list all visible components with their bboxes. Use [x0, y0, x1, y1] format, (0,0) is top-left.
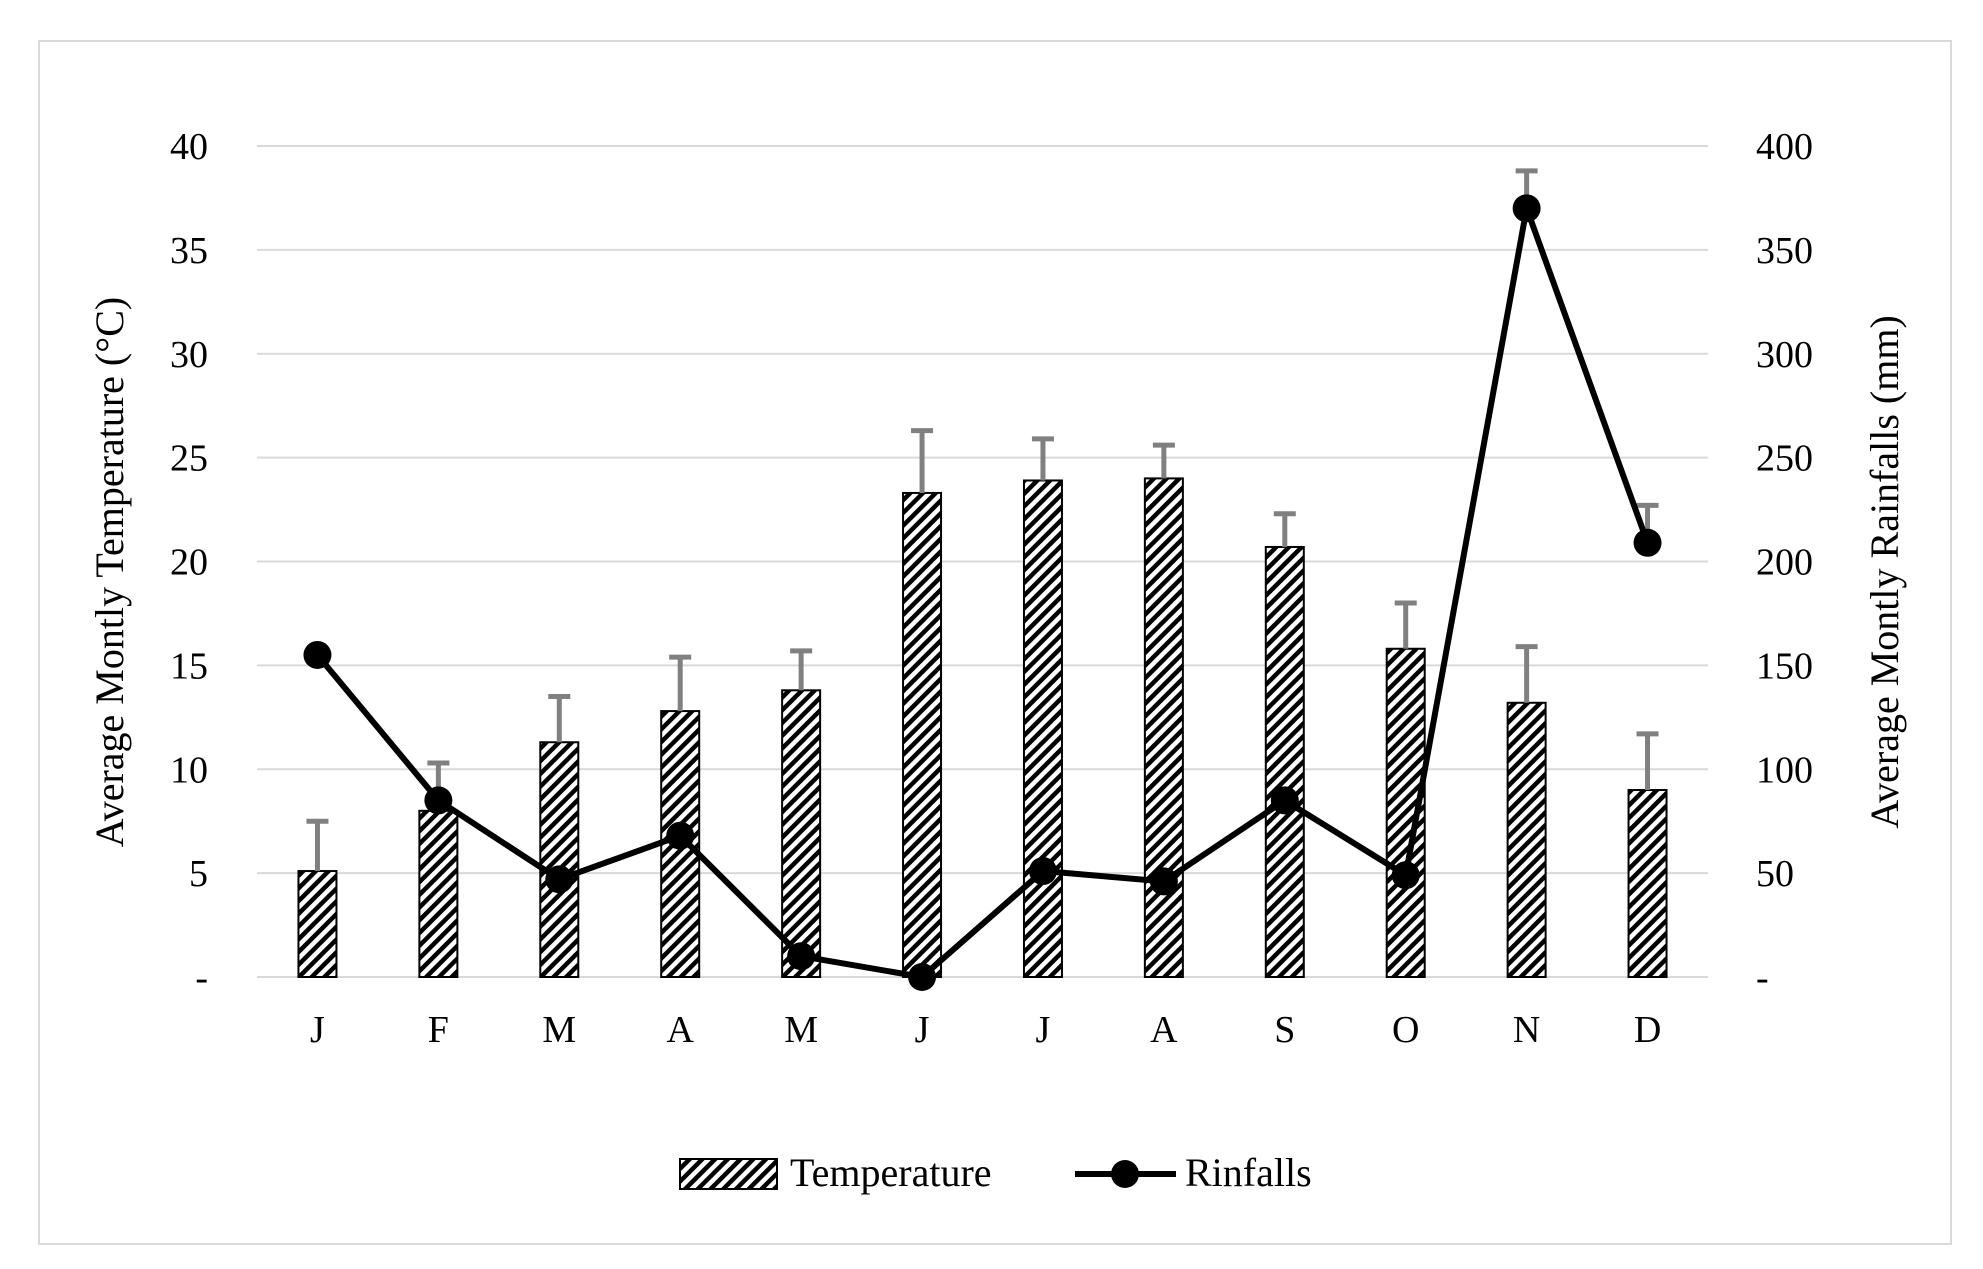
temperature-error-bars [306, 428, 1659, 872]
y-tick-label: 25 [170, 438, 208, 480]
rainfall-point [787, 942, 816, 971]
rainfall-point [1633, 528, 1662, 557]
y-tick-label: 5 [189, 853, 208, 895]
temperature-bar [902, 491, 943, 978]
legend: Temperature Rinfalls [679, 1150, 1312, 1195]
left-axis-ticks: - 5 10 15 20 25 30 35 40 [170, 126, 208, 999]
x-tick-label: A [666, 1009, 694, 1051]
temperature-bar [1506, 701, 1547, 979]
temperature-bar [781, 689, 822, 978]
y2-tick-label: 100 [1756, 749, 1813, 791]
temperature-bar [1264, 545, 1305, 979]
x-tick-label: J [310, 1009, 325, 1051]
y2-tick-label: 50 [1756, 853, 1794, 895]
rainfall-point [424, 786, 453, 815]
temperature-bar [539, 741, 580, 978]
rainfall-line [303, 194, 1662, 991]
rainfall-point [908, 963, 937, 991]
rainfall-point [303, 640, 332, 669]
y2-tick-label: 350 [1756, 230, 1813, 272]
x-tick-label: M [542, 1009, 576, 1051]
rainfall-point [1028, 857, 1057, 886]
y-tick-label: - [195, 957, 208, 999]
rainfall-series-line [315, 205, 1651, 980]
temperature-bar [1627, 789, 1668, 979]
y-tick-label: 15 [170, 645, 208, 687]
x-tick-label: N [1513, 1009, 1540, 1051]
y-tick-label: 35 [170, 230, 208, 272]
rainfall-point [1149, 867, 1178, 896]
legend-rainfall-marker [1111, 1160, 1139, 1188]
y2-tick-label: 400 [1756, 126, 1813, 168]
y-tick-label: 20 [170, 542, 208, 584]
rainfall-error-bars [1515, 168, 1659, 543]
rainfall-point [1270, 786, 1299, 815]
x-tick-label: S [1274, 1009, 1295, 1051]
x-tick-label: D [1634, 1009, 1661, 1051]
temperature-bar [1143, 477, 1184, 978]
y2-tick-label: 300 [1756, 334, 1813, 376]
gridlines [257, 145, 1708, 978]
x-tick-label: J [915, 1009, 930, 1051]
right-axis-ticks: - 50 100 150 200 250 300 350 400 [1756, 126, 1813, 999]
y-tick-label: 40 [170, 126, 208, 168]
chart-frame [38, 40, 1952, 1245]
y2-tick-label: 150 [1756, 645, 1813, 687]
x-tick-label: A [1150, 1009, 1178, 1051]
rainfall-point [545, 865, 574, 894]
y2-axis-title: Average Montly Rainfalls (mm) [1862, 315, 1907, 829]
y2-tick-label: 200 [1756, 542, 1813, 584]
legend-rainfall-label: Rinfalls [1185, 1150, 1312, 1195]
temperature-bar [418, 809, 459, 978]
y-axis-title: Average Montly Temperature (°C) [87, 297, 132, 847]
rainfall-point [666, 821, 695, 850]
legend-temperature-swatch [679, 1158, 778, 1190]
legend-temperature-label: Temperature [790, 1150, 992, 1195]
x-tick-label: M [784, 1009, 818, 1051]
temperature-bar [297, 870, 338, 978]
x-tick-label: J [1036, 1009, 1051, 1051]
rainfall-point [1512, 194, 1541, 223]
y-tick-label: 10 [170, 749, 208, 791]
y2-tick-label: 250 [1756, 438, 1813, 480]
temperature-bar [1022, 479, 1063, 978]
rainfall-point [1391, 861, 1420, 890]
x-tick-label: F [428, 1009, 449, 1051]
y2-tick-label: - [1756, 957, 1769, 999]
x-tick-label: O [1392, 1009, 1419, 1051]
y-tick-label: 30 [170, 334, 208, 376]
